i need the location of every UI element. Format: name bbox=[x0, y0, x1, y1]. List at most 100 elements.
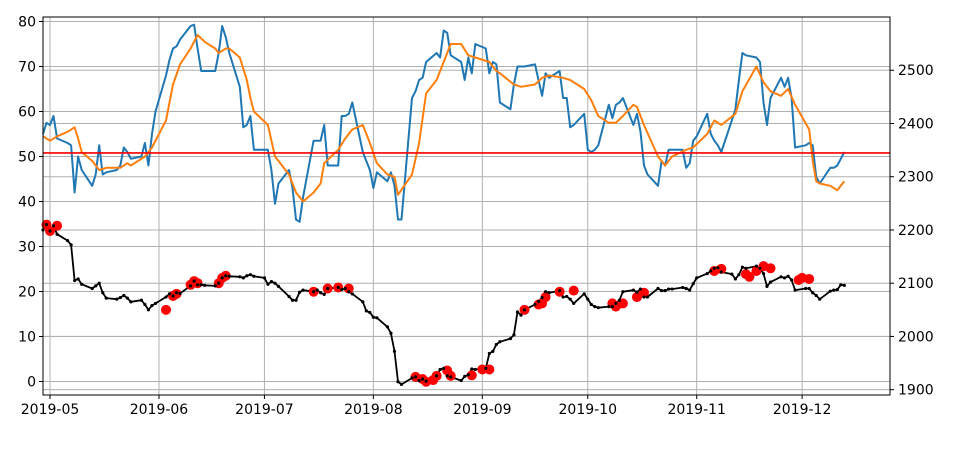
x-tick-label: 2019-10 bbox=[559, 402, 618, 418]
price-point bbox=[730, 272, 734, 276]
price-point bbox=[610, 305, 614, 309]
price-point bbox=[515, 310, 520, 314]
price-point bbox=[789, 278, 794, 282]
price-point bbox=[340, 287, 344, 292]
price-point bbox=[224, 274, 228, 278]
price-point bbox=[167, 292, 172, 296]
price-point bbox=[51, 224, 56, 228]
price-point bbox=[343, 286, 347, 291]
price-point bbox=[635, 290, 639, 294]
price-point bbox=[213, 284, 217, 288]
price-point bbox=[69, 243, 73, 247]
signal-marker bbox=[484, 364, 495, 375]
price-point bbox=[413, 375, 418, 379]
price-point bbox=[463, 374, 467, 378]
signal-marker bbox=[533, 299, 544, 310]
price-point bbox=[445, 374, 449, 378]
price-point bbox=[153, 301, 158, 306]
price-point bbox=[709, 269, 713, 273]
y-left-tick-label: 60 bbox=[18, 105, 36, 121]
price-point bbox=[322, 292, 326, 296]
price-point bbox=[245, 274, 249, 278]
price-point bbox=[55, 232, 59, 236]
price-point bbox=[593, 305, 597, 309]
price-point bbox=[290, 298, 295, 302]
price-point bbox=[389, 331, 393, 335]
price-point bbox=[361, 300, 365, 304]
price-point bbox=[301, 288, 305, 292]
price-point bbox=[681, 285, 685, 290]
x-tick-label: 2019-08 bbox=[344, 402, 403, 418]
price-point bbox=[828, 289, 832, 293]
price-point bbox=[104, 296, 108, 300]
price-point bbox=[347, 290, 351, 294]
price-point bbox=[719, 270, 723, 274]
price-point bbox=[768, 280, 773, 284]
x-tick-label: 2019-06 bbox=[130, 402, 189, 418]
signal-marker-layer bbox=[41, 219, 846, 387]
price-point bbox=[519, 313, 523, 317]
price-point bbox=[786, 274, 790, 278]
price-point bbox=[97, 281, 101, 285]
price-point bbox=[396, 380, 400, 384]
price-point bbox=[614, 301, 618, 306]
price-point bbox=[835, 287, 839, 292]
y-right-tick-label: 2400 bbox=[898, 116, 934, 132]
price-point bbox=[364, 309, 368, 313]
price-point bbox=[196, 283, 200, 287]
price-point bbox=[688, 288, 692, 292]
price-point bbox=[125, 296, 129, 300]
price-point bbox=[129, 300, 133, 304]
price-point bbox=[663, 289, 667, 293]
price-point bbox=[761, 272, 766, 276]
price-point bbox=[533, 302, 537, 307]
y-left-tick-label: 40 bbox=[18, 195, 36, 211]
price-point bbox=[638, 287, 643, 291]
price-point bbox=[839, 283, 843, 287]
price-point bbox=[171, 294, 175, 298]
price-point bbox=[375, 316, 379, 320]
price-point bbox=[684, 286, 688, 291]
signal-marker bbox=[52, 220, 63, 231]
price-point bbox=[621, 290, 625, 294]
signal-marker bbox=[568, 285, 579, 296]
plot-frame bbox=[42, 16, 891, 396]
price-point bbox=[558, 289, 562, 293]
price-point bbox=[90, 286, 94, 291]
price-point bbox=[512, 333, 516, 337]
y-left-tick-label: 50 bbox=[18, 150, 36, 166]
price-point bbox=[473, 367, 477, 372]
price-point bbox=[695, 276, 699, 280]
price-point bbox=[716, 266, 720, 270]
price-point bbox=[371, 315, 375, 319]
y-right-tick-label: 2000 bbox=[898, 329, 934, 345]
price-point bbox=[66, 239, 70, 243]
price-point bbox=[470, 367, 474, 371]
price-point bbox=[312, 290, 316, 294]
price-point bbox=[631, 288, 636, 292]
x-tick-label: 2019-11 bbox=[667, 402, 726, 418]
x-tick-label: 2019-09 bbox=[453, 402, 512, 418]
price-point bbox=[118, 295, 122, 300]
signal-marker bbox=[161, 304, 172, 315]
price-point bbox=[740, 265, 744, 269]
y-left-tick-label: 20 bbox=[18, 285, 36, 301]
price-point bbox=[508, 336, 513, 341]
price-point bbox=[273, 281, 277, 285]
price-point bbox=[266, 282, 270, 286]
price-point bbox=[150, 303, 154, 308]
price-point bbox=[319, 291, 323, 295]
price-point bbox=[73, 278, 77, 283]
price-point bbox=[189, 284, 193, 288]
y-left-tick-label: 70 bbox=[18, 60, 36, 76]
price-point bbox=[494, 342, 498, 347]
price-point bbox=[568, 297, 572, 301]
price-point bbox=[315, 288, 319, 292]
price-point bbox=[192, 279, 196, 283]
axis-layer: 2019-05 2019-06 2019-07 2019-08 2019-09 2019-… bbox=[18, 15, 933, 419]
y-right-tick-label: 2300 bbox=[898, 170, 934, 186]
signal-marker bbox=[740, 269, 751, 280]
price-point bbox=[807, 286, 811, 291]
price-point bbox=[586, 297, 590, 301]
